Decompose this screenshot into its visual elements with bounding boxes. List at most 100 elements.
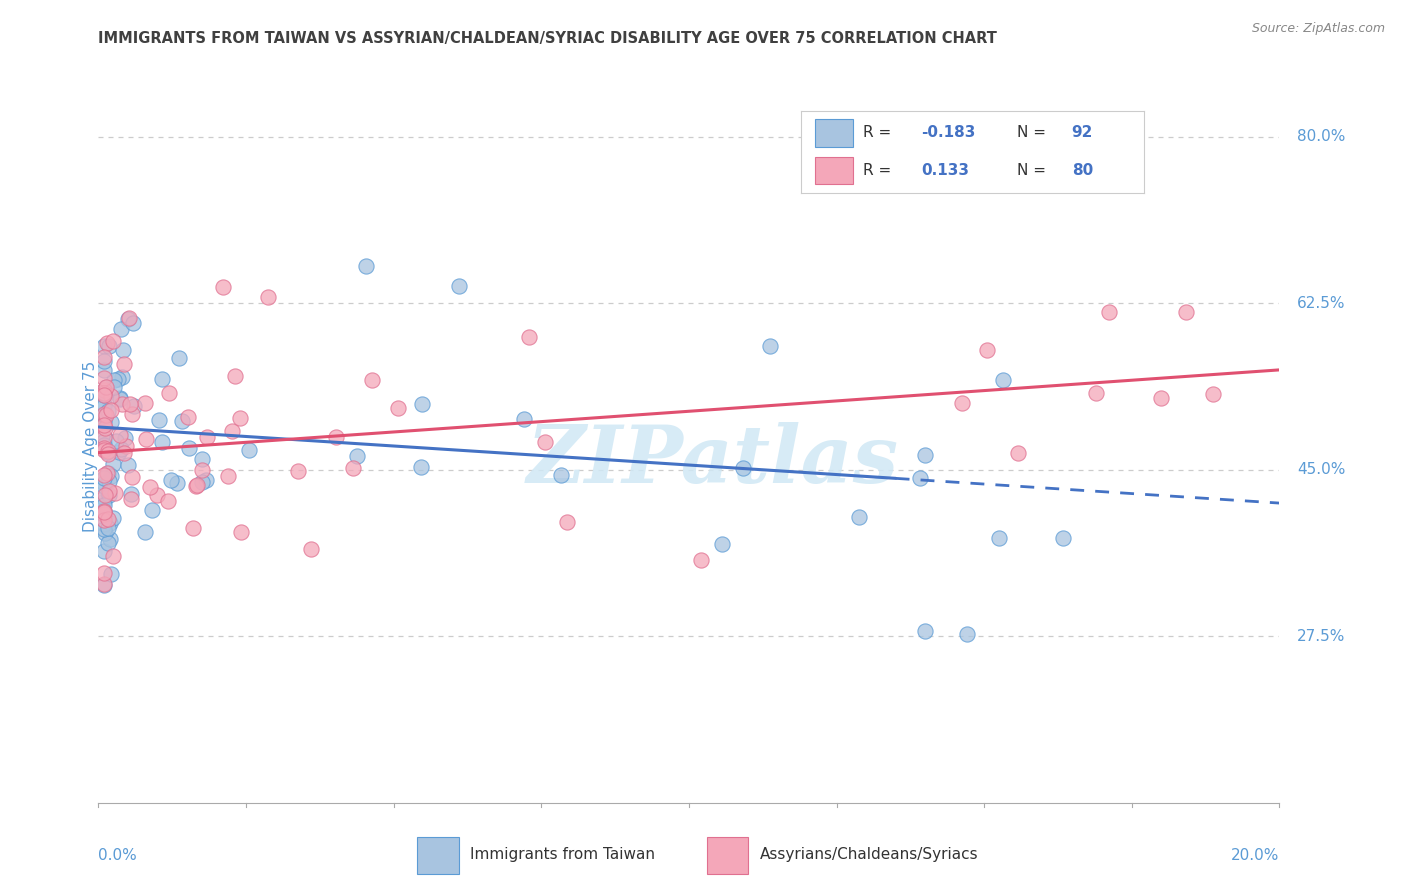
Text: R =: R =	[863, 125, 896, 140]
Point	[160, 473, 183, 487]
Point	[121, 470, 143, 484]
Point	[976, 343, 998, 357]
Point	[224, 368, 246, 383]
Point	[111, 369, 134, 384]
Text: 0.0%: 0.0%	[98, 848, 138, 863]
Point	[97, 404, 120, 418]
Point	[93, 543, 115, 558]
Text: 62.5%: 62.5%	[1298, 296, 1346, 310]
Point	[96, 380, 118, 394]
Point	[93, 385, 115, 400]
Point	[228, 410, 250, 425]
Point	[93, 488, 115, 502]
Point	[97, 443, 120, 458]
Point	[103, 380, 125, 394]
Point	[107, 444, 129, 458]
Point	[97, 521, 120, 535]
Point	[1175, 305, 1198, 319]
Point	[759, 338, 782, 352]
Point	[100, 468, 122, 483]
Point	[94, 380, 117, 394]
Point	[221, 425, 243, 439]
Point	[115, 439, 138, 453]
Point	[148, 413, 170, 427]
Point	[94, 526, 117, 541]
Point	[118, 397, 141, 411]
Point	[98, 339, 121, 353]
Point	[93, 516, 115, 531]
Point	[110, 392, 132, 406]
Text: ZIPatlas: ZIPatlas	[526, 422, 898, 499]
Point	[325, 430, 347, 444]
Point	[238, 443, 260, 458]
Point	[184, 479, 207, 493]
Point	[141, 503, 163, 517]
Point	[97, 467, 120, 481]
Point	[93, 507, 115, 521]
Point	[108, 427, 131, 442]
Point	[98, 484, 121, 499]
Text: R =: R =	[863, 163, 901, 178]
Point	[93, 408, 115, 422]
Point	[733, 460, 755, 475]
Point	[100, 416, 122, 430]
Point	[93, 339, 115, 353]
Point	[93, 498, 115, 512]
Point	[93, 421, 115, 435]
Point	[111, 343, 134, 358]
Point	[93, 388, 115, 402]
Point	[93, 468, 115, 483]
Point	[93, 505, 115, 519]
Point	[231, 525, 253, 540]
FancyBboxPatch shape	[815, 119, 852, 146]
Point	[447, 278, 470, 293]
Point	[346, 449, 368, 463]
Point	[135, 433, 157, 447]
Point	[177, 441, 200, 455]
Point	[93, 399, 115, 413]
Point	[987, 531, 1010, 545]
Point	[134, 524, 156, 539]
Point	[93, 397, 115, 411]
Point	[122, 399, 145, 413]
Point	[93, 417, 115, 432]
Point	[110, 397, 132, 411]
Point	[101, 334, 124, 348]
Point	[100, 567, 122, 582]
Point	[93, 371, 115, 385]
Point	[93, 504, 115, 518]
Point	[93, 504, 115, 518]
Point	[121, 407, 143, 421]
Point	[103, 510, 125, 524]
Point	[93, 412, 115, 426]
Point	[93, 363, 115, 377]
Point	[93, 513, 115, 527]
Point	[387, 401, 409, 415]
Point	[690, 553, 713, 567]
Point	[146, 488, 169, 502]
Point	[93, 439, 115, 453]
Point	[217, 468, 239, 483]
Point	[848, 510, 870, 524]
Point	[195, 430, 218, 444]
Point	[177, 409, 200, 424]
Point	[93, 438, 115, 452]
Text: Immigrants from Taiwan: Immigrants from Taiwan	[471, 847, 655, 862]
Point	[513, 412, 536, 426]
Point	[1202, 386, 1225, 401]
Point	[157, 493, 180, 508]
Point	[93, 442, 115, 457]
Text: 20.0%: 20.0%	[1232, 848, 1279, 863]
Text: 80.0%: 80.0%	[1298, 129, 1346, 145]
Point	[1052, 531, 1074, 545]
Point	[107, 372, 129, 386]
Text: Source: ZipAtlas.com: Source: ZipAtlas.com	[1251, 22, 1385, 36]
Point	[993, 373, 1015, 387]
Point	[287, 464, 309, 478]
Point	[93, 383, 115, 397]
Point	[409, 460, 432, 475]
Point	[914, 449, 936, 463]
Point	[914, 624, 936, 638]
Text: -0.183: -0.183	[921, 125, 976, 140]
Point	[167, 351, 190, 365]
